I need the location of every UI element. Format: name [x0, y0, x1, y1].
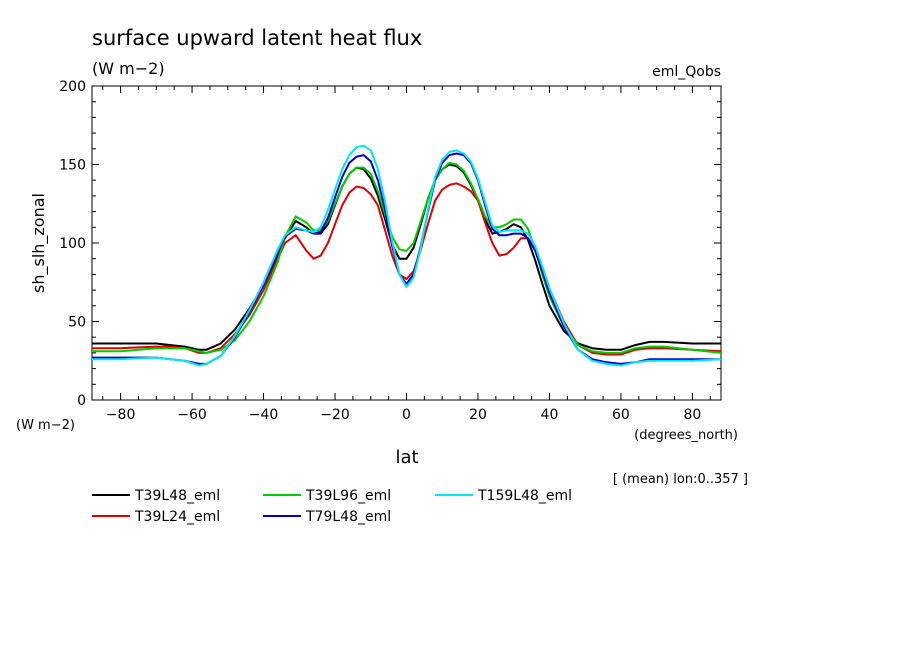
- y-tick-label: 100: [59, 236, 86, 252]
- series-line-t39l24-eml: [92, 182, 722, 356]
- legend-item: T79L48_eml: [263, 509, 391, 525]
- x-tick-label: −40: [249, 407, 279, 423]
- legend: T39L48_eml T39L24_eml T39L96_eml T79L48_eml…: [92, 488, 572, 525]
- y-axis-label: sh_slh_zonal: [29, 193, 49, 293]
- x-tick-label: −20: [320, 407, 350, 423]
- y-tick-label: 0: [77, 393, 86, 409]
- y-tick-label: 150: [59, 158, 86, 174]
- y-tick-label: 50: [68, 315, 86, 331]
- x-tick-label: 60: [612, 407, 630, 423]
- experiment-label: eml_Qobs: [652, 64, 721, 80]
- legend-item: T159L48_eml: [435, 488, 572, 504]
- x-tick-label: 80: [683, 407, 701, 423]
- legend-label: T159L48_eml: [477, 488, 572, 504]
- plot-area: −80 −60 −40 −20 0 20 40 60 80 0 50 100 150 200: [59, 79, 722, 423]
- x-axis-label: lat: [395, 447, 418, 468]
- y-tick-label: 200: [59, 79, 86, 95]
- legend-label: T39L48_eml: [134, 488, 220, 504]
- x-tick-labels: −80 −60 −40 −20 0 20 40 60 80: [106, 407, 702, 423]
- x-axis-units: (degrees_north): [634, 428, 738, 443]
- axis-ticks: [92, 86, 721, 400]
- x-tick-label: 40: [541, 407, 559, 423]
- x-tick-label: −80: [106, 407, 136, 423]
- chart-units: (W m−2): [92, 59, 165, 78]
- legend-item: T39L48_eml: [92, 488, 220, 504]
- x-tick-label: 0: [402, 407, 411, 423]
- x-tick-label: 20: [469, 407, 487, 423]
- legend-item: T39L96_eml: [263, 488, 391, 504]
- series-lines: [92, 144, 722, 367]
- legend-item: T39L24_eml: [92, 509, 220, 525]
- x-tick-label: −60: [177, 407, 207, 423]
- legend-label: T79L48_eml: [305, 509, 391, 525]
- series-line-t39l48-eml: [92, 163, 721, 351]
- legend-label: T39L96_eml: [305, 488, 391, 504]
- legend-label: T39L24_eml: [134, 509, 220, 525]
- y-axis-units: (W m−2): [16, 418, 75, 433]
- chart-title: surface upward latent heat flux: [92, 26, 422, 50]
- y-tick-labels: 0 50 100 150 200: [59, 79, 86, 409]
- series-line-t159l48-eml: [92, 144, 722, 367]
- averaging-note: [ (mean) lon:0..357 ]: [613, 472, 748, 487]
